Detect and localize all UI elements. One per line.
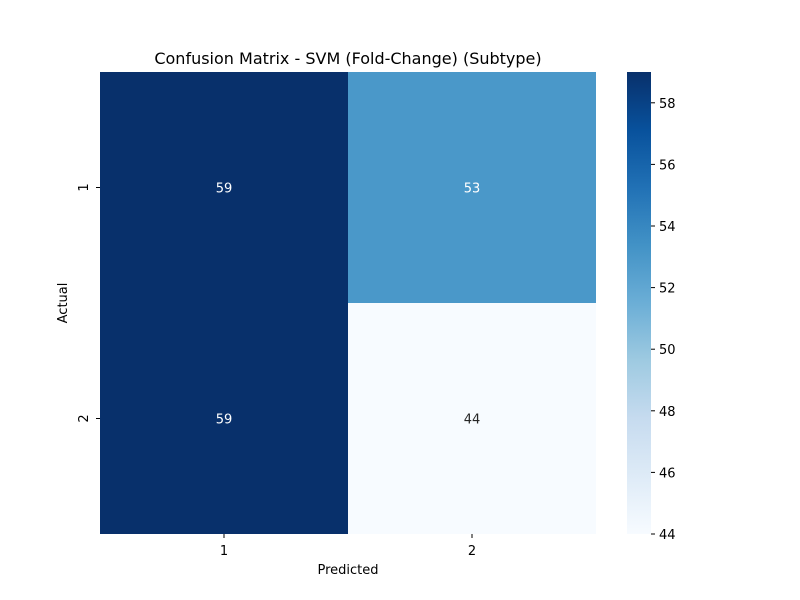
heatmap-cell-r2-c2 <box>348 303 596 534</box>
colorbar-tick-label: 58 <box>659 97 676 112</box>
x-axis-label: Predicted <box>317 563 378 578</box>
y-tick-label: 2 <box>77 414 92 422</box>
heatmap-cell-r1-c2 <box>348 72 596 303</box>
cell-value-label: 59 <box>216 182 233 197</box>
colorbar-tick-label: 52 <box>659 282 676 297</box>
heatmap-cells <box>100 72 596 534</box>
cell-value-label: 59 <box>216 413 233 428</box>
cell-value-label: 53 <box>464 182 481 197</box>
colorbar-tick-label: 48 <box>659 405 676 420</box>
colorbar <box>627 72 651 534</box>
y-tick-label: 1 <box>77 183 92 191</box>
colorbar-tick-label: 56 <box>659 158 676 173</box>
x-tick-label: 2 <box>468 544 476 559</box>
heatmap-cell-r2-c1 <box>100 303 348 534</box>
heatmap-cell-r1-c1 <box>100 72 348 303</box>
y-axis-ticks: 12 <box>77 183 100 423</box>
colorbar-tick-label: 46 <box>659 466 676 481</box>
chart-title: Confusion Matrix - SVM (Fold-Change) (Su… <box>154 49 541 68</box>
heatmap-cell-labels: 59 53 59 44 <box>216 182 481 428</box>
colorbar-tick-label: 50 <box>659 343 676 358</box>
colorbar-ticks: 44 46 48 50 52 54 56 58 <box>651 97 676 543</box>
colorbar-tick-label: 54 <box>659 220 676 235</box>
cell-value-label: 44 <box>464 413 481 428</box>
x-tick-label: 1 <box>220 544 228 559</box>
y-axis-label: Actual <box>56 283 71 324</box>
colorbar-tick-label: 44 <box>659 528 676 543</box>
